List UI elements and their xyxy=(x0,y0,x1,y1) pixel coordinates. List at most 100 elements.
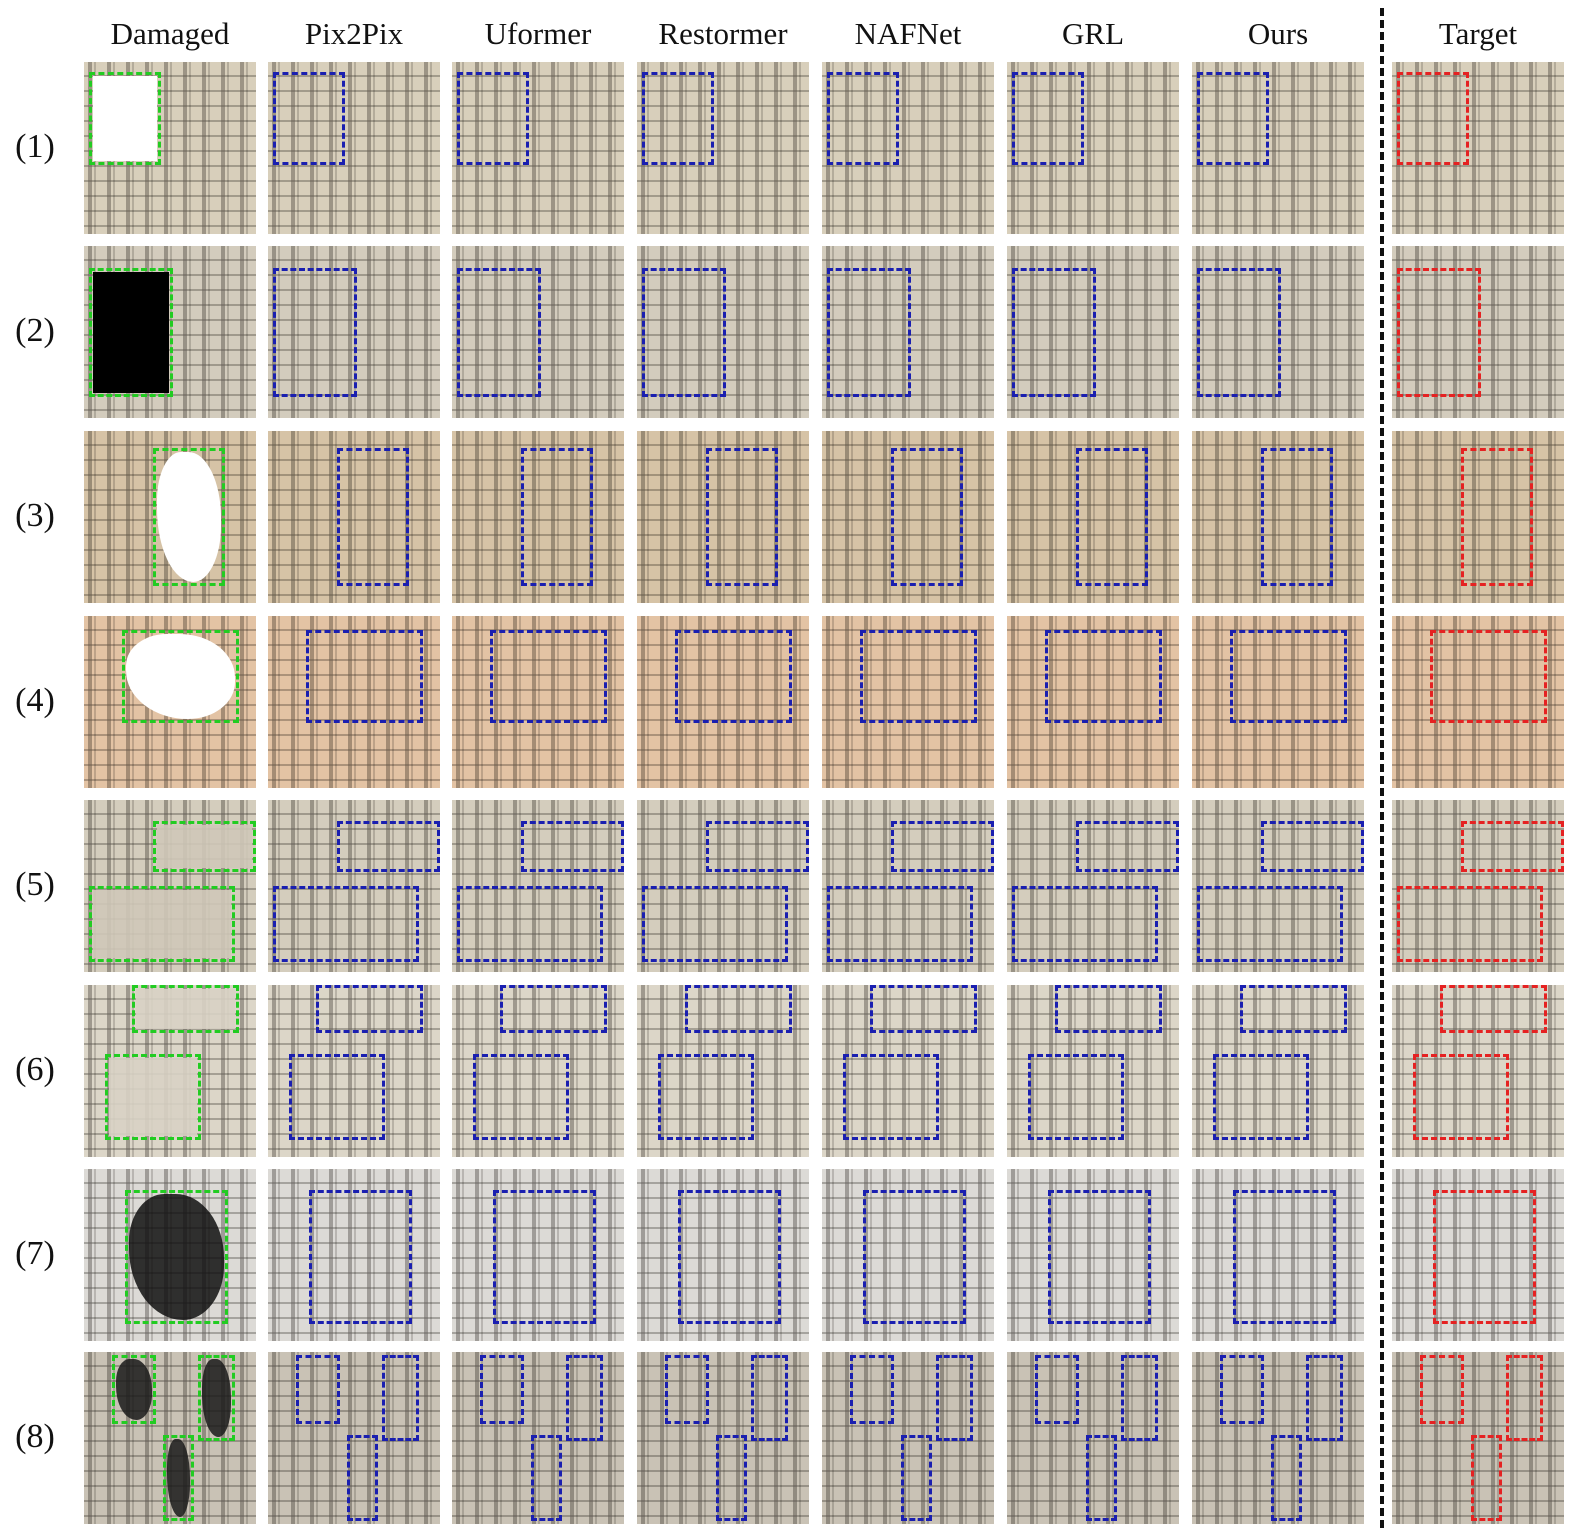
region-box xyxy=(1440,985,1547,1034)
glyph-texture xyxy=(1392,985,1564,1157)
region-box xyxy=(827,268,912,398)
image-nafnet-row-4 xyxy=(822,616,994,788)
image-pix2pix-row-5 xyxy=(268,800,440,972)
region-box xyxy=(1027,1053,1124,1140)
region-box xyxy=(493,1189,597,1324)
region-box xyxy=(890,820,994,873)
image-nafnet-row-1 xyxy=(822,62,994,234)
text-column-lines xyxy=(1007,62,1179,234)
column-header-restormer: Restormer xyxy=(658,16,788,51)
region-box xyxy=(273,268,358,398)
region-box xyxy=(1219,1355,1265,1425)
region-box xyxy=(111,1355,157,1425)
damage-region xyxy=(156,824,252,869)
text-column-lines xyxy=(268,431,440,603)
glyph-texture xyxy=(1007,431,1179,603)
text-column-lines xyxy=(1007,616,1179,788)
region-box xyxy=(273,72,346,166)
image-ours-row-7 xyxy=(1192,1169,1364,1341)
region-box xyxy=(1460,820,1564,873)
text-column-lines xyxy=(1192,431,1364,603)
region-box xyxy=(664,1355,710,1425)
region-box xyxy=(89,72,162,166)
column-header-target: Target xyxy=(1438,16,1518,51)
image-target-row-1 xyxy=(1392,62,1564,234)
region-box xyxy=(716,1434,748,1521)
region-box xyxy=(1048,1189,1152,1324)
text-column-lines xyxy=(1192,62,1364,234)
region-box xyxy=(657,1053,754,1140)
damage-region xyxy=(201,1359,232,1438)
image-ours-row-4 xyxy=(1192,616,1364,788)
damage-region xyxy=(93,272,170,394)
text-column-lines xyxy=(822,985,994,1157)
image-restormer-row-1 xyxy=(637,62,809,234)
region-box xyxy=(1012,886,1159,962)
image-damaged-row-1 xyxy=(84,62,256,234)
region-box xyxy=(1305,1355,1344,1442)
region-box xyxy=(1397,72,1470,166)
region-box xyxy=(1471,1434,1503,1521)
image-nafnet-row-7 xyxy=(822,1169,994,1341)
glyph-texture xyxy=(268,616,440,788)
glyph-texture xyxy=(1392,431,1564,603)
image-restormer-row-4 xyxy=(637,616,809,788)
glyph-texture xyxy=(268,431,440,603)
image-grl-row-4 xyxy=(1007,616,1179,788)
text-column-lines xyxy=(637,985,809,1157)
image-ours-row-3 xyxy=(1192,431,1364,603)
region-box xyxy=(347,1434,379,1521)
region-box xyxy=(1197,72,1270,166)
image-damaged-row-2 xyxy=(84,246,256,418)
glyph-texture xyxy=(822,246,994,418)
glyph-texture xyxy=(1192,431,1364,603)
region-box xyxy=(935,1355,974,1442)
region-box xyxy=(1012,72,1085,166)
region-box xyxy=(163,1434,195,1521)
region-box xyxy=(705,448,779,586)
text-column-lines xyxy=(452,246,624,418)
glyph-texture xyxy=(452,62,624,234)
text-column-lines xyxy=(1392,616,1564,788)
region-box xyxy=(674,629,792,723)
region-box xyxy=(1429,629,1547,723)
region-box xyxy=(1460,448,1534,586)
region-box xyxy=(1197,886,1344,962)
region-box xyxy=(457,268,542,398)
glyph-texture xyxy=(268,62,440,234)
damage-region xyxy=(125,633,235,719)
region-box xyxy=(309,1189,413,1324)
region-box xyxy=(316,985,423,1034)
region-box xyxy=(863,1189,967,1324)
region-box xyxy=(750,1355,789,1442)
image-nafnet-row-6 xyxy=(822,985,994,1157)
image-damaged-row-3 xyxy=(84,431,256,603)
region-box xyxy=(531,1434,563,1521)
text-column-lines xyxy=(1192,246,1364,418)
column-header-nafnet: NAFNet xyxy=(854,16,962,51)
region-box xyxy=(685,985,792,1034)
region-box xyxy=(89,268,174,398)
region-box xyxy=(1397,886,1544,962)
text-column-lines xyxy=(1192,616,1364,788)
text-column-lines xyxy=(1392,985,1564,1157)
image-damaged-row-6 xyxy=(84,985,256,1157)
region-box xyxy=(305,629,423,723)
image-uformer-row-6 xyxy=(452,985,624,1157)
row-label: (6) xyxy=(15,1051,55,1088)
glyph-texture xyxy=(268,246,440,418)
image-uformer-row-8 xyxy=(452,1352,624,1524)
column-header-uformer: Uformer xyxy=(484,16,592,51)
region-box xyxy=(827,886,974,962)
row-label: (4) xyxy=(15,682,55,719)
glyph-texture xyxy=(637,246,809,418)
image-grl-row-8 xyxy=(1007,1352,1179,1524)
region-box xyxy=(1075,820,1179,873)
image-pix2pix-row-8 xyxy=(268,1352,440,1524)
glyph-texture xyxy=(637,616,809,788)
image-damaged-row-5 xyxy=(84,800,256,972)
glyph-texture xyxy=(1007,616,1179,788)
image-target-row-7 xyxy=(1392,1169,1564,1341)
image-grl-row-7 xyxy=(1007,1169,1179,1341)
region-box xyxy=(1012,268,1097,398)
